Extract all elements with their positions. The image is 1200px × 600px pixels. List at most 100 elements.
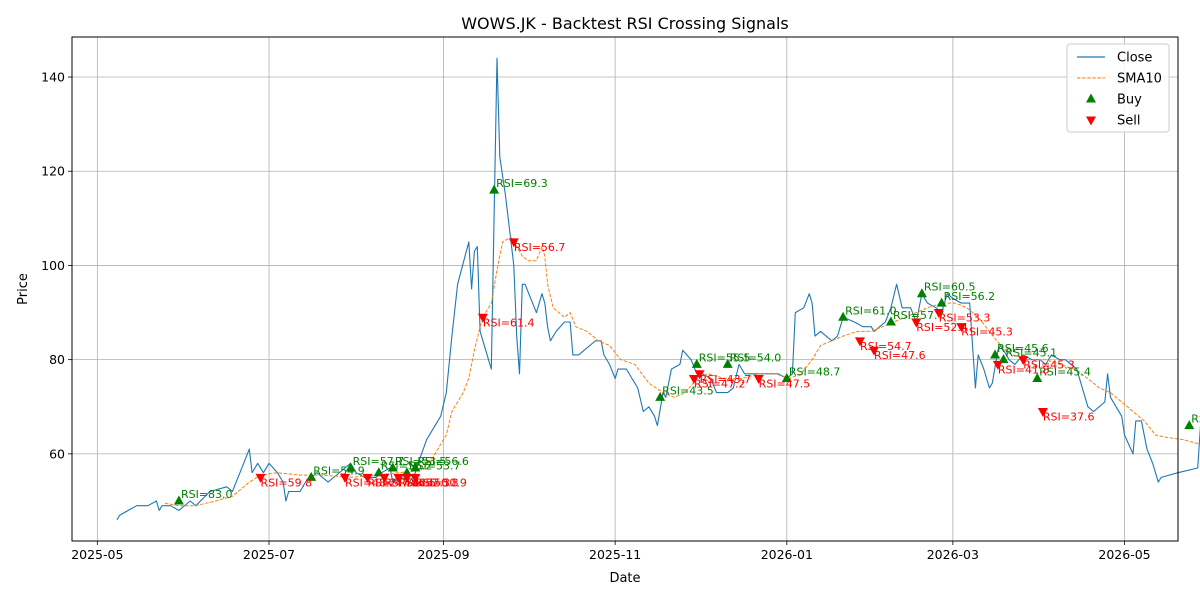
buy-marker — [885, 316, 896, 326]
series-line-sma10 — [164, 236, 1200, 507]
buy-annotation: RSI=54.0 — [730, 351, 782, 364]
sell-annotation: RSI=47.5 — [759, 377, 811, 390]
sell-annotation: RSI=52.4 — [916, 321, 968, 334]
x-tick-label: 2026-01 — [761, 547, 813, 562]
buy-annotation: RSI=69.3 — [496, 177, 548, 190]
buy-annotation: RSI=45.4 — [1039, 365, 1091, 378]
x-tick-label: 2026-05 — [1098, 547, 1150, 562]
legend-swatch-sell — [1086, 116, 1096, 126]
sell-annotation: RSI=59.8 — [261, 476, 313, 489]
sell-marker — [393, 473, 404, 483]
buy-marker — [410, 462, 421, 472]
buy-annotation: RSI=48.7 — [789, 365, 841, 378]
buy-annotation: RSI=53.7 — [409, 460, 461, 473]
buy-marker — [936, 297, 947, 307]
sell-annotation: RSI=61.4 — [483, 316, 535, 329]
sell-annotation: RSI=50.9 — [415, 476, 467, 489]
plot-frame — [71, 36, 1179, 542]
buy-annotation: RSI=43.5 — [662, 384, 714, 397]
sell-marker — [401, 473, 412, 483]
sell-marker — [869, 346, 880, 356]
legend-label: Close — [1117, 51, 1152, 66]
signals-layer: RSI=83.0RSI=54.9RSI=57.7RSI=56.2RSI=53.5… — [173, 177, 1200, 505]
sell-annotation: RSI=53.3 — [939, 312, 991, 325]
buy-marker — [990, 349, 1001, 359]
buy-annotation: RSI=53.5 — [395, 455, 447, 468]
buy-marker — [1032, 372, 1043, 382]
sell-marker — [992, 360, 1003, 370]
sell-marker — [854, 337, 865, 347]
buy-annotation: RSI=57.7 — [893, 309, 945, 322]
sell-annotation: RSI=45.3 — [961, 326, 1013, 339]
sell-annotation: RSI=50.8 — [407, 476, 459, 489]
y-tick-label: 80 — [49, 352, 65, 367]
x-axis-label: Date — [609, 571, 640, 586]
sell-marker — [1018, 356, 1029, 366]
sell-annotation: RSI=41.8 — [998, 363, 1050, 376]
y-tick-label: 120 — [41, 164, 65, 179]
y-axis-label: Price — [16, 273, 31, 305]
y-tick-label: 100 — [41, 258, 65, 273]
chart-title: WOWS.JK - Backtest RSI Crossing Signals — [461, 14, 789, 33]
sell-annotation: RSI=56.7 — [514, 241, 566, 254]
buy-marker — [916, 288, 927, 298]
buy-marker — [173, 495, 184, 505]
sell-marker — [339, 473, 350, 483]
buy-annotation: RSI=55.5 — [699, 351, 751, 364]
buy-annotation: RSI=61.0 — [845, 304, 897, 317]
y-tick-label: 60 — [49, 446, 65, 461]
series-layer — [116, 57, 1200, 521]
sell-marker — [410, 473, 421, 483]
x-tick-label: 2025-11 — [589, 547, 641, 562]
sell-annotation: RSI=52.3 — [398, 476, 450, 489]
sell-marker — [911, 318, 922, 328]
legend-label: SMA10 — [1117, 72, 1162, 87]
buy-annotation: RSI=60.5 — [924, 281, 976, 294]
buy-marker — [306, 471, 317, 481]
legend: Close SMA10 Buy Sell — [1066, 43, 1170, 133]
sell-annotation: RSI=43.7 — [700, 373, 752, 386]
buy-marker — [489, 184, 500, 194]
grid — [72, 37, 1178, 541]
buy-annotation: RSI=57.7 — [353, 455, 405, 468]
buy-annotation: RSI=45.6 — [997, 342, 1049, 355]
buy-annotation: RSI=83.0 — [181, 488, 233, 501]
sell-annotation: RSI=45.3 — [1023, 359, 1075, 372]
buy-marker — [655, 391, 666, 401]
sell-marker — [753, 374, 764, 384]
buy-marker — [387, 462, 398, 472]
sell-annotation: RSI=47.6 — [874, 349, 926, 362]
buy-marker — [838, 311, 849, 321]
sell-marker — [1037, 407, 1048, 417]
y-tick-label: 140 — [41, 70, 65, 85]
buy-marker — [691, 358, 702, 368]
x-tick-label: 2025-05 — [71, 547, 123, 562]
sell-annotation: RSI=47.2 — [694, 377, 746, 390]
legend-label: Buy — [1117, 93, 1142, 108]
x-tick-label: 2025-09 — [417, 547, 469, 562]
sell-marker — [694, 370, 705, 380]
legend-label: Sell — [1117, 114, 1140, 129]
legend-box — [1066, 43, 1170, 133]
sell-marker — [688, 374, 699, 384]
sell-marker — [933, 309, 944, 319]
buy-marker — [781, 372, 792, 382]
buy-annotation: RSI=56.6 — [417, 455, 469, 468]
sell-marker — [956, 323, 967, 333]
sell-marker — [379, 473, 390, 483]
sell-annotation: RSI=37.6 — [1043, 410, 1095, 423]
buy-annotation: RSI=46.4 — [1191, 413, 1200, 426]
sell-marker — [508, 238, 519, 248]
ticks: 2025-05 2025-07 2025-09 2025-11 2026-01 2026-… — [41, 70, 1151, 562]
sell-marker — [477, 313, 488, 323]
sell-marker — [362, 473, 373, 483]
buy-marker — [345, 462, 356, 472]
buy-marker — [722, 358, 733, 368]
buy-marker — [1184, 420, 1195, 430]
x-tick-label: 2025-07 — [243, 547, 295, 562]
legend-swatch-buy — [1086, 93, 1096, 103]
sell-marker — [255, 473, 266, 483]
buy-annotation: RSI=56.2 — [944, 290, 996, 303]
